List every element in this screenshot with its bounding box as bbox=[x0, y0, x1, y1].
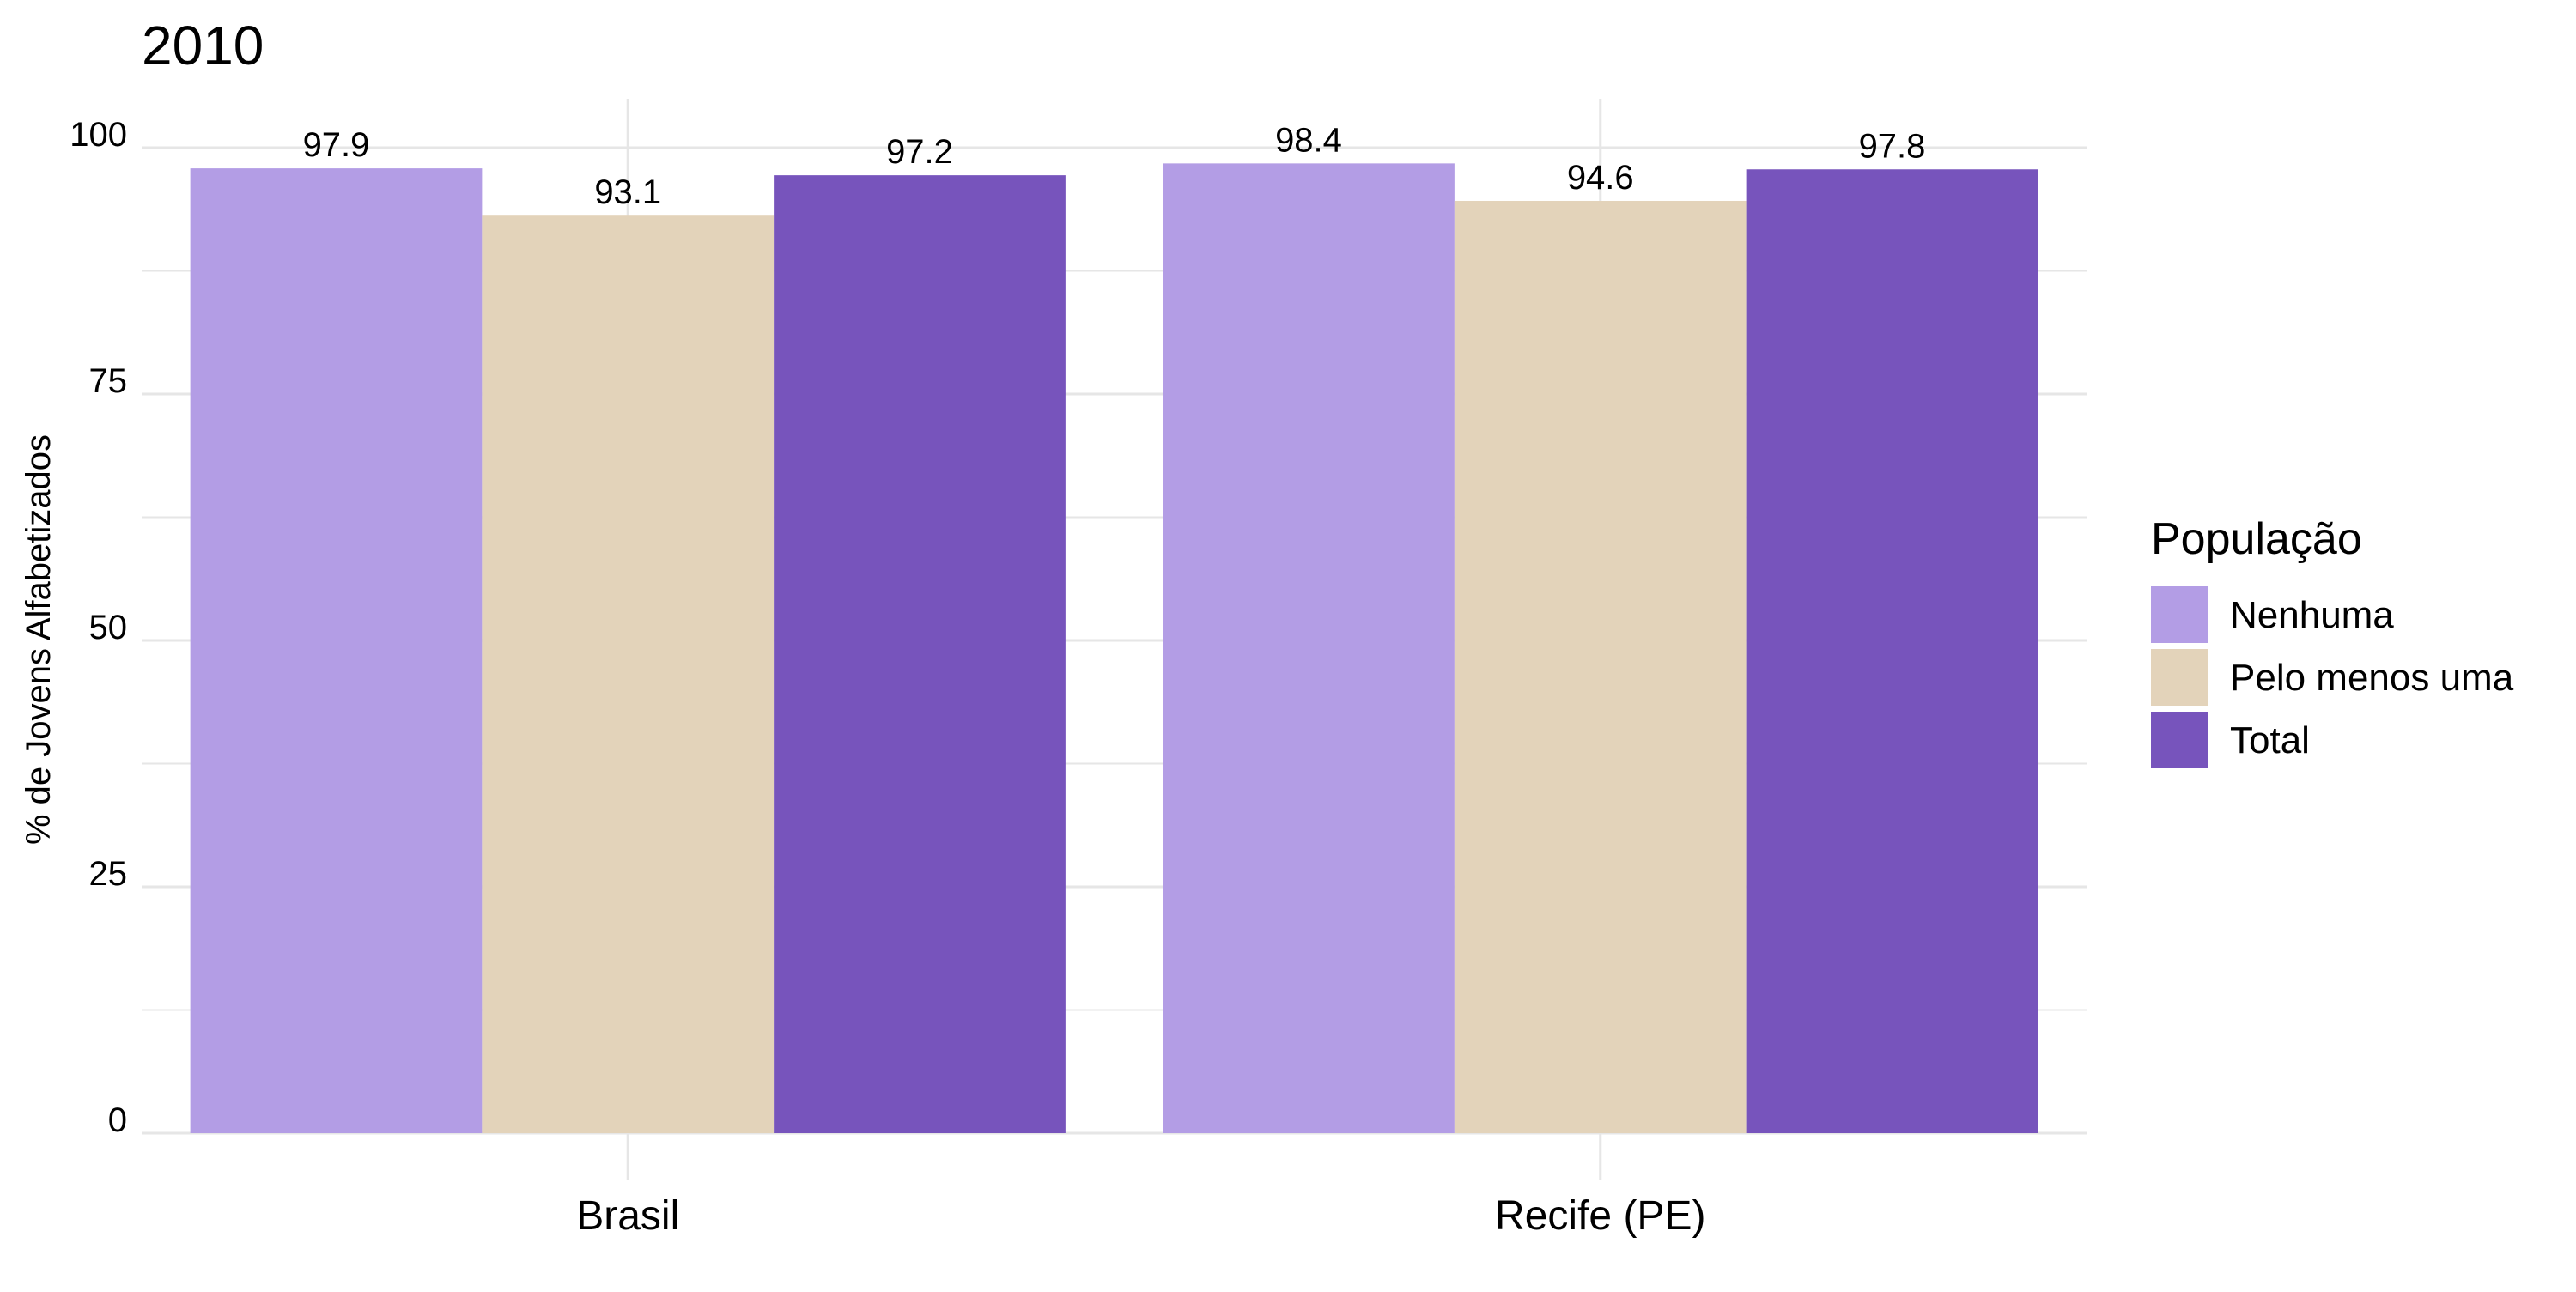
bars bbox=[190, 163, 2038, 1134]
data-label: 93.1 bbox=[594, 173, 661, 211]
chart-title: 2010 bbox=[142, 15, 264, 76]
bar bbox=[1163, 163, 1455, 1133]
bar bbox=[1746, 169, 2038, 1134]
legend-items: Nenhuma Pelo menos uma Total bbox=[2151, 586, 2514, 768]
y-tick-label: 25 bbox=[89, 855, 128, 893]
x-tick-label: Recife (PE) bbox=[1495, 1193, 1705, 1239]
legend-title: População bbox=[2151, 514, 2362, 564]
y-axis-ticks: 0 25 50 75 100 bbox=[70, 116, 127, 1139]
x-axis-ticks: Brasil Recife (PE) bbox=[576, 1193, 1705, 1239]
y-tick-label: 0 bbox=[108, 1101, 127, 1139]
legend-label: Nenhuma bbox=[2230, 594, 2394, 636]
data-label: 97.8 bbox=[1859, 127, 1926, 165]
bar bbox=[1454, 200, 1747, 1134]
data-label: 98.4 bbox=[1275, 121, 1342, 159]
legend-label: Total bbox=[2230, 719, 2310, 761]
data-label: 97.2 bbox=[886, 133, 953, 171]
y-tick-label: 50 bbox=[89, 609, 128, 646]
bar bbox=[190, 168, 483, 1133]
data-label: 94.6 bbox=[1567, 159, 1634, 197]
legend: População Nenhuma Pelo menos uma Total bbox=[2151, 514, 2514, 768]
bar bbox=[482, 215, 775, 1133]
x-tick-label: Brasil bbox=[576, 1193, 679, 1239]
legend-label: Pelo menos uma bbox=[2230, 657, 2514, 699]
legend-key bbox=[2151, 712, 2208, 768]
legend-key bbox=[2151, 649, 2208, 706]
data-label: 97.9 bbox=[303, 126, 370, 164]
legend-key bbox=[2151, 586, 2208, 643]
data-labels: 97.9 93.1 97.2 98.4 94.6 97.8 bbox=[303, 121, 1926, 211]
y-tick-label: 100 bbox=[70, 116, 127, 154]
y-tick-label: 75 bbox=[89, 362, 128, 400]
y-axis-label: % de Jovens Alfabetizados bbox=[20, 434, 58, 845]
bar bbox=[774, 175, 1066, 1133]
